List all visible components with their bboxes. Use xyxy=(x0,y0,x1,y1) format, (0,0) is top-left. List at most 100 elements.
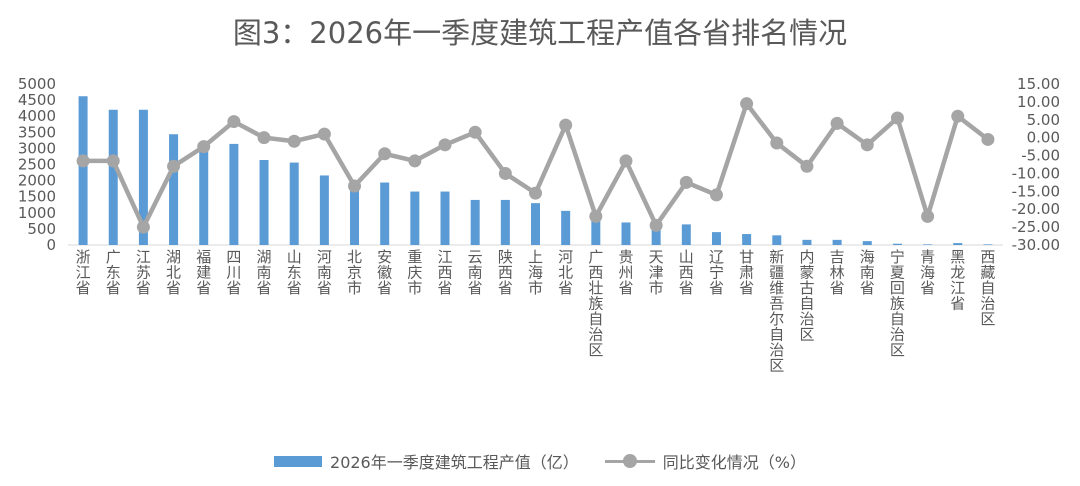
x-category-label: 陕西省 xyxy=(498,248,513,297)
legend-swatch-bar xyxy=(274,455,323,467)
yoy-point xyxy=(76,154,90,168)
yoy-point xyxy=(709,188,723,202)
y-right-tick-label: -15.00 xyxy=(1012,182,1060,200)
y-right-tick-label: -10.00 xyxy=(1012,164,1060,182)
y-left-tick-label: 4000 xyxy=(18,107,56,125)
bar xyxy=(138,109,148,245)
yoy-point xyxy=(136,220,150,234)
x-category-label: 广东省 xyxy=(106,248,121,297)
x-category-label: 海南省 xyxy=(860,248,875,297)
chart-legend: 2026年一季度建筑工程产值（亿） 同比变化情况（%） xyxy=(0,449,1080,473)
yoy-point xyxy=(498,166,512,180)
bar xyxy=(78,96,88,246)
x-category-label: 浙江省 xyxy=(76,248,91,297)
yoy-point xyxy=(408,154,422,168)
yoy-point xyxy=(860,138,874,152)
x-category-label: 山西省 xyxy=(679,248,694,297)
legend-item-output: 2026年一季度建筑工程产值（亿） xyxy=(274,449,579,473)
bar xyxy=(772,235,782,245)
bar xyxy=(953,243,963,245)
y-left-tick-label: 1500 xyxy=(18,188,56,206)
yoy-point xyxy=(981,132,995,146)
x-category-label: 甘肃省 xyxy=(739,248,754,297)
bar xyxy=(319,175,329,245)
yoy-point xyxy=(317,127,331,141)
yoy-point xyxy=(348,179,362,193)
x-category-label: 云南省 xyxy=(468,248,483,297)
bar xyxy=(591,212,601,245)
bar xyxy=(440,191,450,245)
yoy-point xyxy=(770,136,784,150)
bar xyxy=(289,162,299,245)
x-category-label: 宁夏回族自治区 xyxy=(890,248,905,359)
bar xyxy=(350,183,360,245)
bar xyxy=(108,109,118,245)
bar xyxy=(802,239,812,245)
x-category-label: 四川省 xyxy=(226,248,241,297)
yoy-point xyxy=(167,159,181,173)
bar xyxy=(561,210,571,245)
bar xyxy=(259,159,269,245)
x-category-label: 湖北省 xyxy=(166,248,181,297)
bar xyxy=(651,225,661,245)
chart-canvas: 0500100015002000250030003500400045005000… xyxy=(18,75,1060,375)
yoy-point xyxy=(830,116,844,130)
x-category-label: 新疆维吾尔自治区 xyxy=(769,248,784,375)
y-right-tick-label: -30.00 xyxy=(1012,236,1060,254)
x-category-label: 广西壮族自治区 xyxy=(588,248,603,359)
yoy-point xyxy=(589,209,603,223)
yoy-point xyxy=(227,115,241,129)
bar xyxy=(199,145,209,245)
chart-title: 图3：2026年一季度建筑工程产值各省排名情况 xyxy=(232,16,848,50)
yoy-point xyxy=(649,218,663,232)
yoy-point xyxy=(740,97,754,111)
x-category-label: 河南省 xyxy=(317,248,332,297)
yoy-point xyxy=(106,154,120,168)
x-category-label: 辽宁省 xyxy=(709,248,724,297)
x-category-label: 重庆市 xyxy=(407,248,422,297)
x-category-label: 江苏省 xyxy=(136,248,151,297)
y-left-tick-label: 1000 xyxy=(18,204,56,222)
x-category-label: 吉林省 xyxy=(830,248,845,297)
x-category-label: 青海省 xyxy=(920,248,935,297)
yoy-point xyxy=(890,111,904,125)
y-right-tick-label: 10.00 xyxy=(1017,93,1060,111)
yoy-point xyxy=(921,209,935,223)
y-right-tick-label: -20.00 xyxy=(1012,200,1060,218)
legend-item-yoy: 同比变化情况（%） xyxy=(604,449,806,473)
y-left-tick-label: 2000 xyxy=(18,172,56,190)
bar xyxy=(832,239,842,245)
x-category-label: 上海市 xyxy=(528,248,543,297)
legend-label-yoy: 同比变化情况（%） xyxy=(662,453,806,472)
yoy-point xyxy=(378,147,392,161)
x-category-label: 黑龙江省 xyxy=(950,248,965,313)
yoy-point xyxy=(468,125,482,139)
x-category-label: 天津市 xyxy=(649,248,664,297)
y-left-tick-label: 2500 xyxy=(18,156,56,174)
bar xyxy=(500,199,510,245)
x-category-label: 江西省 xyxy=(438,248,453,297)
yoy-point xyxy=(529,186,542,200)
bar xyxy=(983,244,993,245)
y-right-tick-label: 0.00 xyxy=(1027,129,1060,147)
bar xyxy=(169,134,179,245)
x-category-label: 山东省 xyxy=(287,248,302,297)
y-right-tick-label: 5.00 xyxy=(1027,111,1060,129)
yoy-point xyxy=(800,159,814,173)
yoy-point xyxy=(679,175,693,189)
yoy-point xyxy=(619,154,633,168)
bar xyxy=(410,191,420,245)
bar xyxy=(681,224,691,245)
legend-label-output: 2026年一季度建筑工程产值（亿） xyxy=(330,453,579,472)
bar xyxy=(531,203,540,245)
bar xyxy=(621,222,631,245)
x-category-label: 贵州省 xyxy=(618,248,633,297)
x-category-label: 北京市 xyxy=(347,248,362,297)
yoy-point xyxy=(257,131,271,145)
y-left-tick-label: 0 xyxy=(46,236,56,254)
yoy-point xyxy=(559,118,573,132)
y-right-tick-label: -25.00 xyxy=(1012,218,1060,236)
x-category-label: 湖南省 xyxy=(257,248,272,297)
y-left-tick-label: 5000 xyxy=(18,75,56,93)
y-left-tick-label: 3000 xyxy=(18,139,56,157)
